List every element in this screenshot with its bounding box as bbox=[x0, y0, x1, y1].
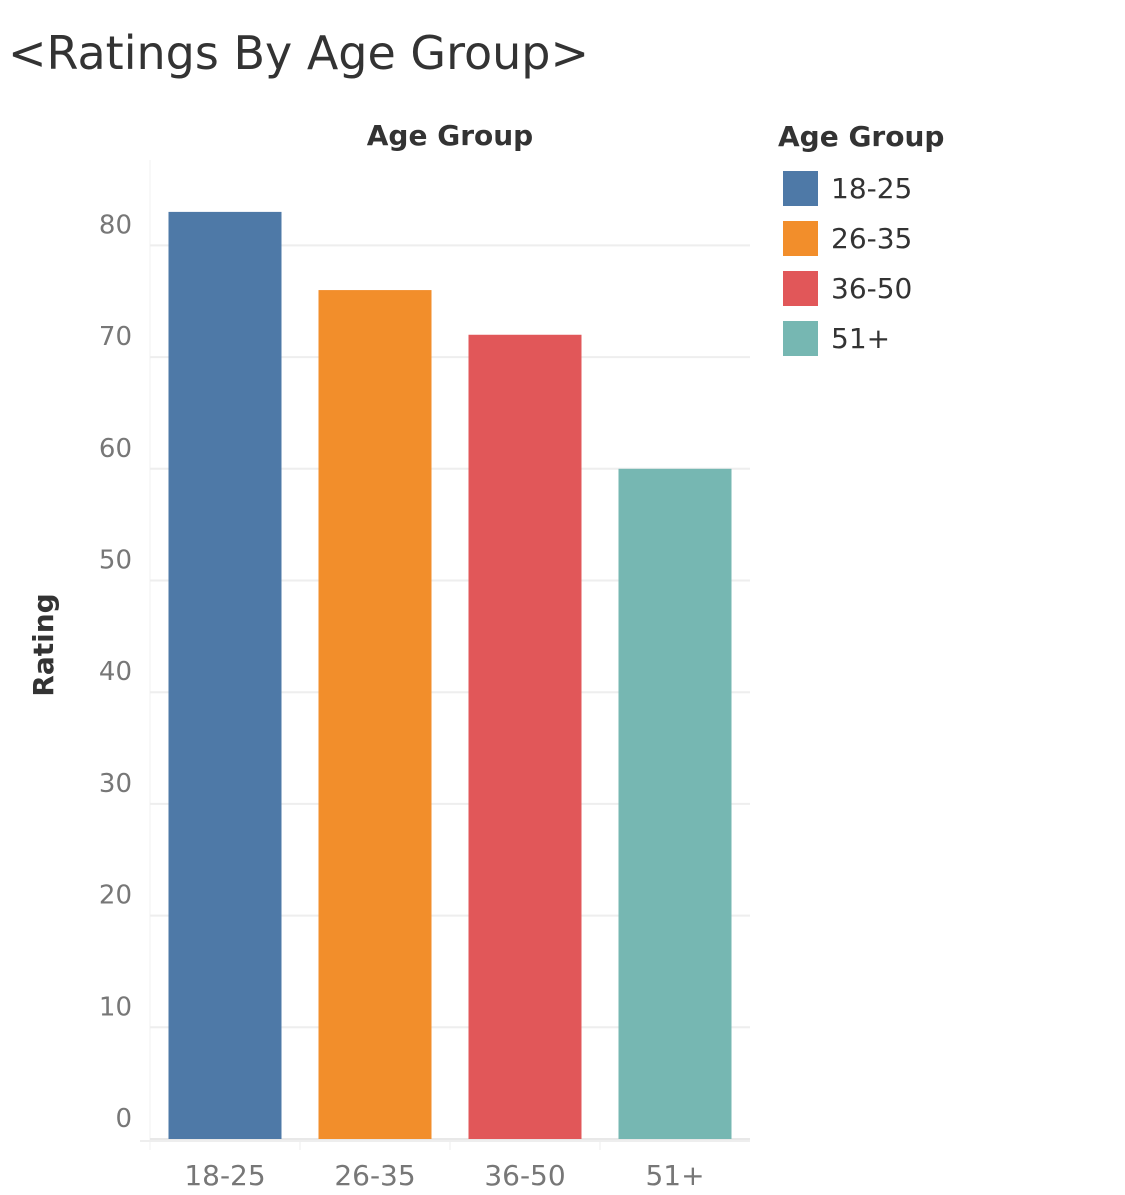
legend-label: 36-50 bbox=[831, 271, 913, 305]
legend-title: Age Group bbox=[778, 120, 945, 153]
x-tick-label: 51+ bbox=[645, 1159, 704, 1192]
legend-item-51+[interactable]: 51+ bbox=[778, 313, 944, 363]
bars bbox=[168, 211, 732, 1140]
legend-swatch bbox=[783, 220, 818, 256]
y-tick-label: 30 bbox=[99, 769, 132, 799]
bar-18-25[interactable] bbox=[168, 211, 282, 1139]
legend-item-36-50[interactable]: 36-50 bbox=[778, 263, 944, 313]
y-tick-label: 80 bbox=[99, 210, 132, 240]
legend-swatch bbox=[783, 270, 818, 306]
x-axis-title: Age Group bbox=[367, 119, 533, 152]
x-tick-label: 18-25 bbox=[184, 1159, 265, 1192]
legend-swatch bbox=[783, 170, 818, 206]
bar-26-35[interactable] bbox=[318, 290, 432, 1140]
legend: Age Group 18-25 26-35 36-50 51+ bbox=[778, 120, 944, 363]
legend-label: 51+ bbox=[831, 321, 891, 355]
chart-title: <Ratings By Age Group> bbox=[8, 26, 590, 80]
x-tick-label: 26-35 bbox=[334, 1159, 415, 1192]
legend-label: 18-25 bbox=[831, 171, 913, 205]
bar-chart: 0 10 20 30 40 50 60 70 80 18-25 26-35 36-50 51+ Age… bbox=[27, 119, 750, 1192]
y-tick-label: 70 bbox=[99, 322, 132, 352]
y-tick-label: 60 bbox=[99, 434, 132, 464]
legend-item-18-25[interactable]: 18-25 bbox=[778, 163, 944, 213]
y-axis-title: Rating bbox=[27, 593, 60, 696]
y-tick-label: 20 bbox=[99, 881, 132, 911]
legend-item-26-35[interactable]: 26-35 bbox=[778, 213, 944, 263]
bar-51+[interactable] bbox=[618, 468, 732, 1139]
bar-36-50[interactable] bbox=[468, 334, 582, 1139]
x-axis-ticks: 18-25 26-35 36-50 51+ bbox=[184, 1141, 705, 1192]
y-tick-label: 0 bbox=[115, 1104, 132, 1134]
y-tick-label: 40 bbox=[99, 657, 132, 687]
legend-swatch bbox=[783, 320, 818, 356]
x-tick-label: 36-50 bbox=[484, 1159, 565, 1192]
y-tick-label: 50 bbox=[99, 546, 132, 576]
y-tick-label: 10 bbox=[99, 992, 132, 1022]
y-axis-ticks: 0 10 20 30 40 50 60 70 80 bbox=[99, 210, 132, 1134]
legend-label: 26-35 bbox=[831, 221, 913, 255]
